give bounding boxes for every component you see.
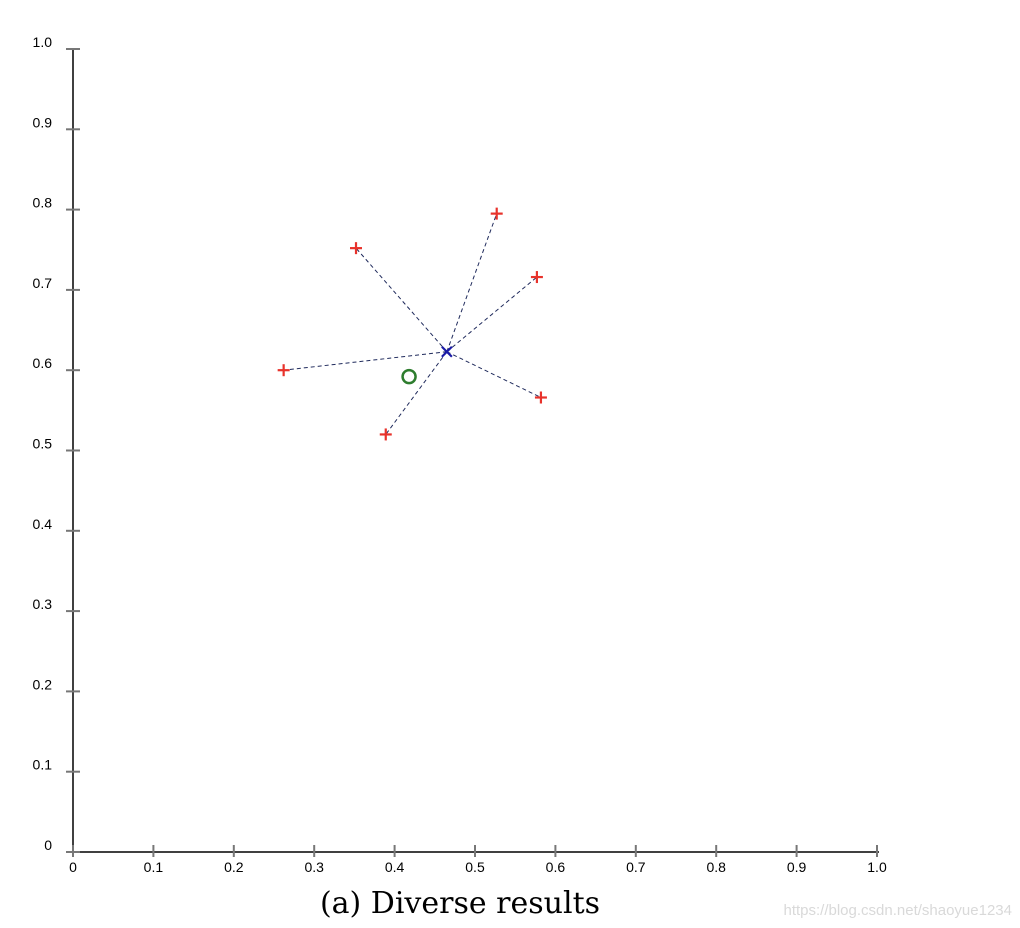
plus-marker — [277, 364, 290, 377]
x-tick-label: 0.9 — [787, 859, 807, 875]
x-tick-label: 0.3 — [304, 859, 324, 875]
x-tick-label: 0.4 — [385, 859, 405, 875]
x-marker — [441, 345, 453, 358]
connector-line — [446, 276, 538, 353]
figure-caption: (a) Diverse results — [320, 886, 600, 921]
x-tick-label: 0.1 — [144, 859, 164, 875]
y-tick-label: 1.0 — [33, 34, 53, 50]
plus-marker — [379, 428, 392, 441]
connector-line — [446, 213, 498, 352]
y-tick-label: 0.8 — [33, 195, 53, 211]
connector-lines — [283, 213, 542, 435]
x-tick-label: 1.0 — [867, 859, 887, 875]
y-tick-label: 0.1 — [33, 757, 53, 773]
ticks: 0 0.1 0.2 0.3 0.4 0.5 0.6 0.7 0.8 0.9 1.0 0 0.1 0.2 0.… — [33, 34, 887, 875]
plus-marker — [530, 271, 543, 284]
x-tick-label: 0.5 — [465, 859, 485, 875]
connector-line — [385, 351, 448, 435]
connector-line — [446, 351, 542, 398]
x-tick-label: 0.2 — [224, 859, 244, 875]
y-tick-label: 0 — [44, 837, 52, 853]
y-tick-label: 0.4 — [33, 516, 53, 532]
connector-line — [355, 247, 448, 353]
y-tick-label: 0.2 — [33, 676, 53, 692]
y-tick-label: 0.9 — [33, 114, 53, 130]
plus-marker — [490, 207, 503, 220]
axes — [72, 49, 879, 853]
y-tick-label: 0.7 — [33, 275, 53, 291]
y-tick-label: 0.5 — [33, 436, 53, 452]
y-tick-label: 0.6 — [33, 355, 53, 371]
plus-marker — [534, 391, 547, 404]
plus-marker — [350, 242, 363, 255]
connector-line — [283, 351, 447, 371]
x-tick-label: 0 — [69, 859, 77, 875]
y-tick-label: 0.3 — [33, 596, 53, 612]
x-tick-label: 0.6 — [546, 859, 566, 875]
data-points — [277, 207, 547, 441]
watermark-text: https://blog.csdn.net/shaoyue1234 — [783, 902, 1012, 919]
x-tick-label: 0.7 — [626, 859, 646, 875]
circle-marker — [401, 368, 417, 385]
x-tick-label: 0.8 — [706, 859, 726, 875]
